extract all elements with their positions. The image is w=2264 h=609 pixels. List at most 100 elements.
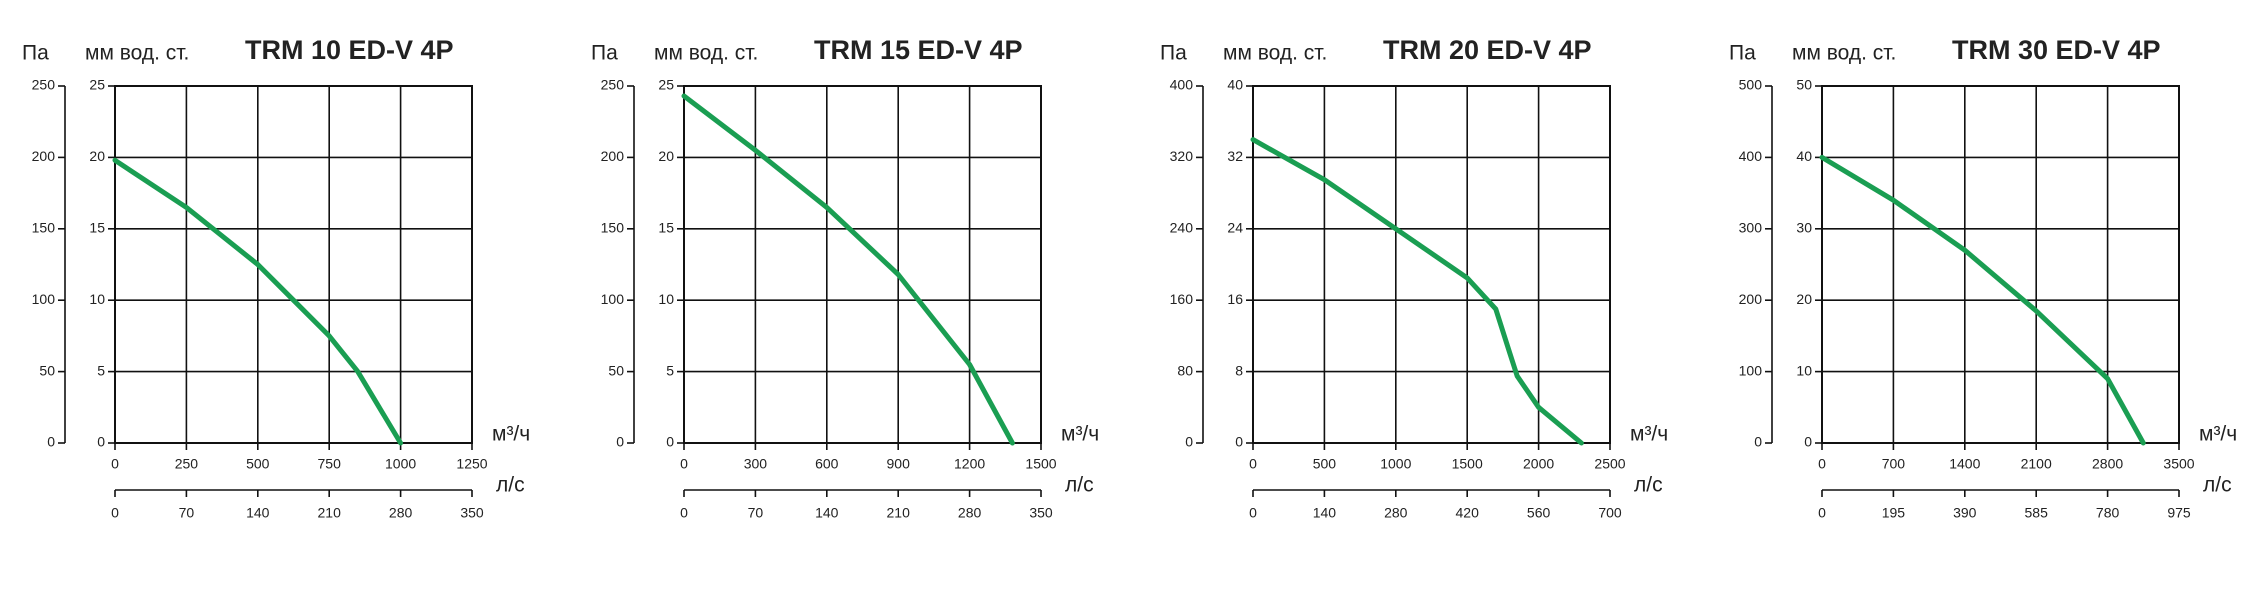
plot-frame <box>683 85 1042 444</box>
y2-tick-label: 10 <box>658 291 674 307</box>
y-tick-label: 200 <box>601 148 625 164</box>
y-tick-label: 100 <box>601 291 625 307</box>
fan-chart: Па мм вод. ст. TRM 30 ED-V 4P0100200300400… <box>1729 35 2237 521</box>
x-tick-label: 250 <box>175 456 199 472</box>
y2-tick-label: 0 <box>97 434 105 450</box>
x2-tick-label: 975 <box>2167 505 2191 521</box>
y-tick-label: 400 <box>1739 148 1763 164</box>
x2-tick-label: 780 <box>2096 505 2120 521</box>
x-tick-label: 2500 <box>1594 456 1625 472</box>
y2-tick-label: 20 <box>1796 291 1812 307</box>
y2-tick-label: 0 <box>666 434 674 450</box>
y2-tick-label: 0 <box>1804 434 1812 450</box>
x2-tick-label: 70 <box>748 505 764 521</box>
y2-tick-label: 10 <box>89 291 105 307</box>
x-tick-label: 1400 <box>1949 456 1980 472</box>
x2-tick-label: 350 <box>460 505 484 521</box>
x-tick-label: 2100 <box>2021 456 2052 472</box>
y2-axis-label: мм вод. ст. <box>1792 42 1896 65</box>
x-tick-label: 300 <box>744 456 768 472</box>
x-tick-label: 500 <box>1313 456 1337 472</box>
y2-axis-label: мм вод. ст. <box>1223 42 1327 65</box>
x-tick-label: 0 <box>680 456 688 472</box>
x-tick-label: 1500 <box>1452 456 1483 472</box>
x2-axis-label: л/с <box>496 474 525 497</box>
y-axis-label: Па <box>1729 42 1756 65</box>
x-tick-label: 1000 <box>1380 456 1411 472</box>
y-tick-label: 100 <box>1739 362 1763 378</box>
y-axis-label: Па <box>591 42 618 65</box>
x2-tick-label: 0 <box>111 505 119 521</box>
y2-tick-label: 40 <box>1796 148 1812 164</box>
y-tick-label: 200 <box>32 148 56 164</box>
y2-tick-label: 0 <box>1235 434 1243 450</box>
y-tick-label: 0 <box>1185 434 1193 450</box>
plot-frame <box>114 85 473 444</box>
x2-tick-label: 585 <box>2025 505 2049 521</box>
y2-tick-label: 15 <box>89 220 105 236</box>
y2-tick-label: 10 <box>1796 362 1812 378</box>
y-tick-label: 300 <box>1739 220 1763 236</box>
x-tick-label: 1200 <box>954 456 985 472</box>
x-tick-label: 1250 <box>456 456 487 472</box>
x-tick-label: 1500 <box>1025 456 1056 472</box>
fan-chart: Па мм вод. ст. TRM 15 ED-V 4P0501001502002… <box>591 35 1099 521</box>
x-axis-label: м³/ч <box>1061 423 1099 446</box>
y2-tick-label: 24 <box>1227 220 1243 236</box>
x2-tick-label: 210 <box>887 505 911 521</box>
x-tick-label: 2800 <box>2092 456 2123 472</box>
x2-axis-label: л/с <box>1634 474 1663 497</box>
fan-curve <box>1819 154 2146 446</box>
x-axis-label: м³/ч <box>2199 423 2237 446</box>
y-axis-label: Па <box>22 42 49 65</box>
x-tick-label: 600 <box>815 456 839 472</box>
y-tick-label: 0 <box>1754 434 1762 450</box>
y2-tick-label: 25 <box>658 77 674 93</box>
x-axis-label: м³/ч <box>492 423 530 446</box>
y-axis-label: Па <box>1160 42 1187 65</box>
y-tick-label: 250 <box>32 77 56 93</box>
x2-tick-label: 70 <box>179 505 195 521</box>
fan-chart: Па мм вод. ст. TRM 20 ED-V 4P0801602403204… <box>1160 35 1668 521</box>
y2-tick-label: 20 <box>89 148 105 164</box>
y2-tick-label: 30 <box>1796 220 1812 236</box>
x-tick-label: 3500 <box>2163 456 2194 472</box>
y-tick-label: 50 <box>39 362 55 378</box>
y2-tick-label: 25 <box>89 77 105 93</box>
y-tick-label: 160 <box>1170 291 1194 307</box>
y-tick-label: 80 <box>1177 362 1193 378</box>
y2-axis-label: мм вод. ст. <box>654 42 758 65</box>
x-tick-label: 750 <box>318 456 342 472</box>
y-tick-label: 250 <box>601 77 625 93</box>
x-tick-label: 500 <box>246 456 270 472</box>
x-tick-label: 0 <box>1249 456 1257 472</box>
y-tick-label: 0 <box>616 434 624 450</box>
x-tick-label: 700 <box>1882 456 1906 472</box>
x2-tick-label: 280 <box>389 505 413 521</box>
plot-frame <box>1252 85 1611 444</box>
x-axis-label: м³/ч <box>1630 423 1668 446</box>
chart-title: TRM 10 ED-V 4P <box>245 35 454 65</box>
x2-tick-label: 280 <box>958 505 982 521</box>
x2-tick-label: 420 <box>1456 505 1480 521</box>
y2-axis-label: мм вод. ст. <box>85 42 189 65</box>
x-tick-label: 0 <box>111 456 119 472</box>
x2-tick-label: 210 <box>318 505 342 521</box>
fan-curve <box>681 93 1015 446</box>
x2-tick-label: 560 <box>1527 505 1551 521</box>
y2-tick-label: 8 <box>1235 362 1243 378</box>
y-tick-label: 150 <box>32 220 56 236</box>
y-tick-label: 50 <box>608 362 624 378</box>
y2-tick-label: 16 <box>1227 291 1243 307</box>
y-tick-label: 400 <box>1170 77 1194 93</box>
y2-tick-label: 15 <box>658 220 674 236</box>
x-tick-label: 900 <box>887 456 911 472</box>
x-tick-label: 1000 <box>385 456 416 472</box>
x2-tick-label: 700 <box>1598 505 1622 521</box>
plot-frame <box>1821 85 2180 444</box>
chart-title: TRM 15 ED-V 4P <box>814 35 1023 65</box>
y2-tick-label: 40 <box>1227 77 1243 93</box>
x2-tick-label: 0 <box>680 505 688 521</box>
x2-tick-label: 140 <box>1313 505 1337 521</box>
chart-title: TRM 20 ED-V 4P <box>1383 35 1592 65</box>
